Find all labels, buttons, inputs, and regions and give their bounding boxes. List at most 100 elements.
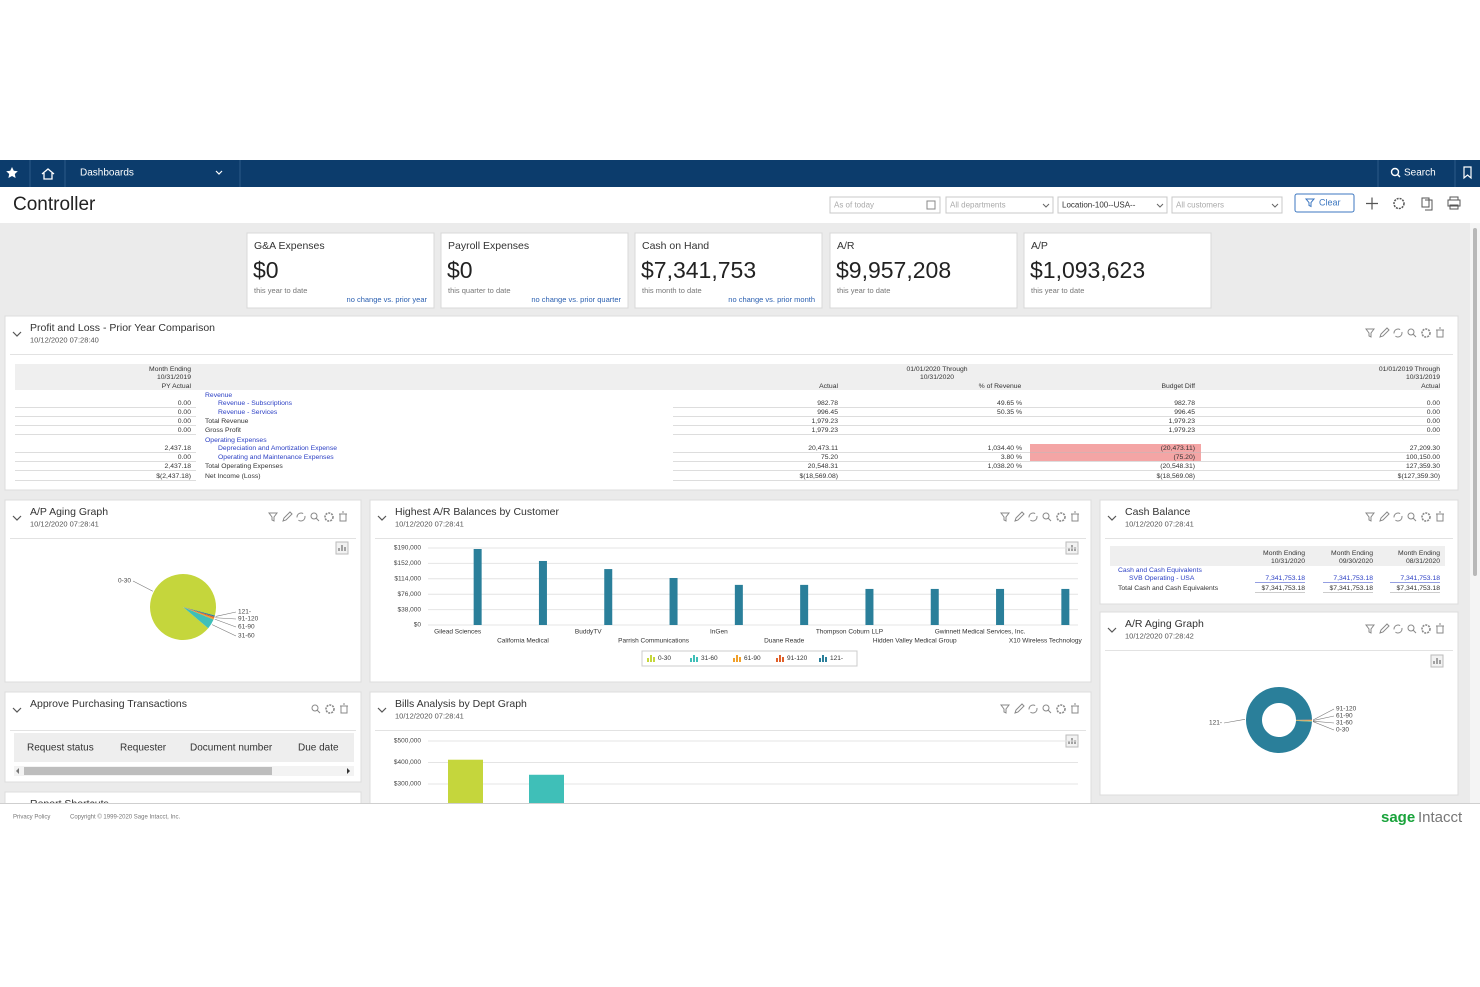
legend-label[interactable]: 0-30	[658, 655, 671, 662]
trash-icon[interactable]	[340, 703, 348, 714]
filter-value[interactable]: Location-100--USA--	[1062, 201, 1136, 210]
scroll-right[interactable]	[347, 768, 350, 774]
pie-slice[interactable]	[183, 607, 215, 620]
trash-icon[interactable]	[1436, 623, 1444, 634]
chart-type-icon[interactable]	[338, 545, 346, 551]
bar[interactable]	[529, 774, 564, 849]
dropdown-chevron[interactable]	[1042, 203, 1050, 208]
legend-label[interactable]: 31-60	[701, 655, 718, 662]
row-label[interactable]: SVB Operating - USA	[1129, 575, 1195, 582]
legend-swatch[interactable]	[733, 655, 741, 662]
legend-swatch[interactable]	[819, 655, 827, 662]
row-label[interactable]: Revenue - Subscriptions	[218, 400, 293, 407]
legend-label[interactable]: 91-120	[787, 655, 808, 662]
collapse-chevron[interactable]	[12, 331, 22, 337]
bar[interactable]	[996, 588, 1005, 625]
scrollbar-thumb[interactable]	[1473, 228, 1477, 576]
filter-box[interactable]	[1057, 196, 1168, 214]
row-label[interactable]: Operating and Maintenance Expenses	[218, 454, 334, 461]
search-icon[interactable]	[1407, 624, 1417, 634]
bookmark-icon[interactable]	[1463, 166, 1472, 180]
bar[interactable]	[473, 549, 482, 625]
gear-icon[interactable]	[1421, 512, 1431, 522]
gear-icon[interactable]	[1056, 512, 1066, 522]
pie-slice[interactable]	[183, 607, 214, 629]
filter-box[interactable]	[1171, 196, 1283, 214]
search-icon[interactable]	[1407, 512, 1417, 522]
nav-menu[interactable]: Dashboards	[80, 168, 134, 179]
dropdown-chevron[interactable]	[1156, 203, 1164, 208]
clear-icon[interactable]	[1304, 198, 1316, 208]
legend-swatch[interactable]	[776, 655, 784, 662]
collapse-chevron[interactable]	[13, 808, 21, 812]
filter-value[interactable]: As of today	[834, 201, 874, 210]
gear-icon[interactable]	[325, 704, 335, 714]
gear-icon[interactable]	[326, 805, 334, 813]
clear-label[interactable]: Clear	[1319, 197, 1341, 207]
trash-icon[interactable]	[340, 804, 348, 813]
filter-box[interactable]	[829, 196, 941, 214]
bar[interactable]	[865, 588, 874, 625]
edit-icon[interactable]	[1379, 623, 1390, 634]
column-header[interactable]: Document number	[190, 743, 273, 754]
add-icon[interactable]	[1366, 197, 1378, 210]
row-label[interactable]: Cash and Cash Equivalents	[1118, 567, 1202, 574]
nav-search[interactable]: Search	[1404, 168, 1436, 179]
row-label[interactable]: Operating Expenses	[205, 437, 267, 444]
legend-label[interactable]: 121-	[830, 655, 843, 662]
kpi-change[interactable]: no change vs. prior year	[347, 295, 428, 304]
filter-value[interactable]: All departments	[950, 201, 1006, 210]
column-header[interactable]: Requester	[120, 743, 167, 754]
favorites-icon[interactable]	[6, 167, 18, 178]
collapse-chevron[interactable]	[12, 707, 22, 713]
search-icon[interactable]	[1407, 328, 1417, 338]
search-icon[interactable]	[311, 704, 321, 714]
cell-value[interactable]: 7,341,753.18	[1400, 575, 1440, 582]
filter-icon[interactable]	[1000, 512, 1010, 522]
legend-swatch[interactable]	[690, 655, 698, 662]
search-icon[interactable]	[310, 512, 320, 522]
row-label[interactable]: Revenue - Services	[218, 409, 278, 416]
refresh-icon[interactable]	[1393, 512, 1403, 522]
edit-icon[interactable]	[282, 511, 293, 522]
column-header[interactable]: Due date	[298, 743, 339, 754]
menu-chevron[interactable]	[215, 170, 223, 175]
settings-icon[interactable]	[1393, 197, 1405, 210]
filter-icon[interactable]	[1000, 704, 1010, 714]
scroll-left[interactable]	[16, 768, 19, 774]
bar[interactable]	[604, 569, 613, 625]
edit-icon[interactable]	[1379, 327, 1390, 338]
bar[interactable]	[930, 588, 939, 625]
edit-icon[interactable]	[1379, 511, 1390, 522]
filter-value[interactable]: All customers	[1176, 201, 1224, 210]
home-icon[interactable]	[41, 168, 55, 180]
filter-box[interactable]	[945, 196, 1054, 214]
chart-type-icon[interactable]	[1433, 658, 1441, 664]
filter-icon[interactable]	[1365, 328, 1375, 338]
trash-icon[interactable]	[1436, 327, 1444, 338]
copy-icon[interactable]	[1421, 197, 1433, 211]
bar[interactable]	[734, 584, 743, 625]
trash-icon[interactable]	[1071, 703, 1079, 714]
pie-slice[interactable]	[1295, 719, 1312, 721]
cell-value[interactable]: 7,341,753.18	[1333, 575, 1373, 582]
trash-icon[interactable]	[1436, 511, 1444, 522]
gear-icon[interactable]	[1421, 328, 1431, 338]
trash-icon[interactable]	[1071, 511, 1079, 522]
bar[interactable]	[538, 560, 547, 625]
search-icon[interactable]	[1042, 512, 1052, 522]
h-scrollbar-thumb[interactable]	[24, 767, 272, 775]
collapse-chevron[interactable]	[377, 707, 387, 713]
refresh-icon[interactable]	[1028, 512, 1038, 522]
collapse-chevron[interactable]	[377, 515, 387, 521]
pie-slice[interactable]	[183, 607, 215, 619]
gear-icon[interactable]	[324, 512, 334, 522]
kpi-change[interactable]: no change vs. prior quarter	[531, 295, 621, 304]
dropdown-chevron[interactable]	[1271, 203, 1279, 208]
edit-icon[interactable]	[1014, 511, 1025, 522]
refresh-icon[interactable]	[1028, 704, 1038, 714]
gear-icon[interactable]	[1056, 704, 1066, 714]
legend-swatch[interactable]	[647, 655, 655, 662]
pie-slice[interactable]	[1295, 720, 1312, 722]
collapse-chevron[interactable]	[1107, 627, 1117, 633]
